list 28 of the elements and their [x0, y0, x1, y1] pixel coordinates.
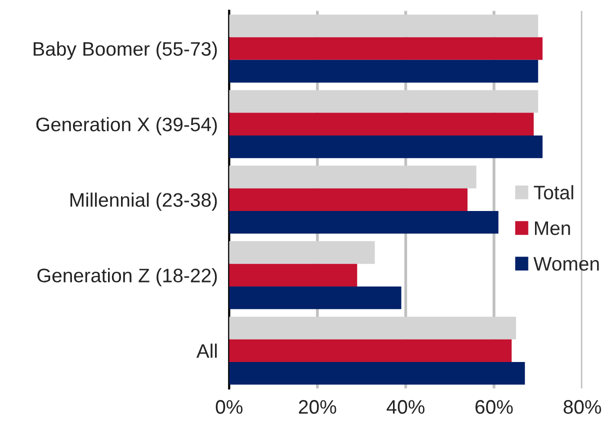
bar	[229, 14, 538, 38]
bar	[229, 135, 543, 158]
bar	[229, 90, 538, 113]
y-tick-label: Generation X (39-54)	[36, 117, 217, 136]
bar	[229, 37, 543, 60]
bar	[229, 362, 525, 385]
legend-label: Men	[534, 221, 570, 236]
bar	[229, 112, 534, 136]
legend-label: Women	[533, 257, 599, 271]
x-tick-label: 80%	[564, 400, 602, 414]
y-tick-label: Baby Boomer (55-73)	[34, 42, 217, 60]
bar	[229, 316, 516, 340]
x-tick-label: 20%	[298, 400, 336, 414]
x-tick-label: 0%	[216, 400, 242, 414]
bar	[229, 188, 468, 211]
x-tick-label: 40%	[386, 400, 424, 414]
bar	[229, 166, 476, 188]
bar	[229, 339, 512, 362]
y-tick-label: Generation Z (18-22)	[37, 268, 217, 286]
y-tick-label: Millennial (23-38)	[70, 192, 217, 211]
legend-label: Total	[534, 185, 574, 200]
bar	[229, 60, 538, 83]
y-tick-label: All	[196, 344, 217, 358]
bar	[229, 241, 375, 264]
bar	[229, 264, 358, 286]
bar	[229, 286, 402, 310]
bar	[229, 210, 498, 234]
x-tick-label: 60%	[476, 400, 513, 414]
